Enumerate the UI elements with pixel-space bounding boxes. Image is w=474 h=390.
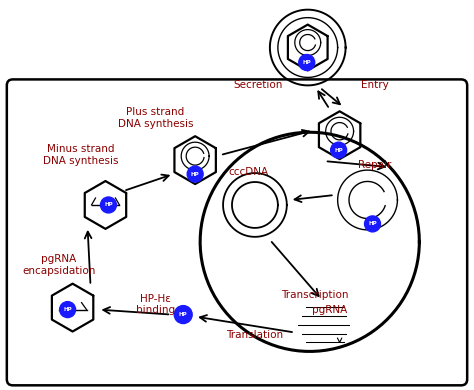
Text: Plus strand
DNA synthesis: Plus strand DNA synthesis bbox=[118, 108, 193, 129]
Text: Minus strand
DNA synthesis: Minus strand DNA synthesis bbox=[43, 144, 118, 166]
Circle shape bbox=[174, 306, 192, 324]
FancyBboxPatch shape bbox=[7, 80, 467, 385]
Text: Translation: Translation bbox=[227, 330, 283, 340]
Text: cccDNA: cccDNA bbox=[228, 167, 268, 177]
Text: HP: HP bbox=[334, 148, 343, 152]
Text: Transcription: Transcription bbox=[281, 290, 348, 300]
Text: HP: HP bbox=[191, 172, 200, 177]
Text: HP: HP bbox=[302, 60, 311, 65]
Text: HP: HP bbox=[368, 222, 377, 227]
Text: HP: HP bbox=[64, 307, 72, 312]
Circle shape bbox=[365, 216, 381, 232]
Circle shape bbox=[60, 301, 75, 317]
Circle shape bbox=[100, 197, 117, 213]
Text: Secretion: Secretion bbox=[233, 80, 283, 90]
Circle shape bbox=[331, 142, 346, 158]
Text: Entry: Entry bbox=[361, 80, 388, 90]
Text: pgRNA
encapsidation: pgRNA encapsidation bbox=[22, 254, 95, 276]
Text: HP: HP bbox=[104, 202, 113, 207]
Text: pgRNA: pgRNA bbox=[312, 305, 347, 315]
Text: Repair: Repair bbox=[358, 160, 391, 170]
Text: HP-Hε
binding: HP-Hε binding bbox=[136, 294, 175, 316]
Text: HP: HP bbox=[179, 312, 188, 317]
Circle shape bbox=[299, 55, 315, 71]
Circle shape bbox=[187, 166, 203, 182]
